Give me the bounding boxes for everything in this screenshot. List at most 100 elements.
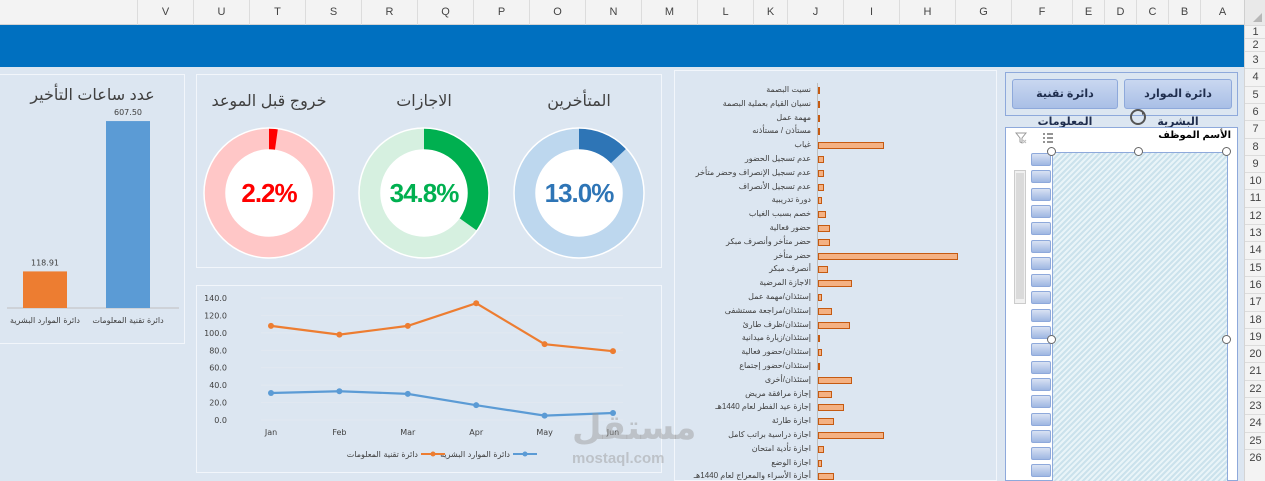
select-all-corner[interactable] xyxy=(1244,0,1265,25)
column-header[interactable]: E xyxy=(1072,0,1104,25)
employee-slicer-item[interactable] xyxy=(1031,308,1051,322)
row-header[interactable]: 4 xyxy=(1245,68,1265,85)
resize-handle[interactable] xyxy=(1047,147,1056,156)
column-header[interactable]: D xyxy=(1104,0,1136,25)
row-header[interactable]: 13 xyxy=(1245,224,1265,241)
row-header[interactable]: 6 xyxy=(1245,102,1265,120)
employee-slicer-item[interactable] xyxy=(1031,412,1051,426)
column-header[interactable]: L xyxy=(697,0,753,25)
column-header[interactable]: M xyxy=(641,0,697,25)
employee-slicer-item[interactable] xyxy=(1031,447,1051,461)
reasons-axis-line xyxy=(817,83,818,480)
column-header[interactable]: H xyxy=(899,0,955,25)
donut-outline xyxy=(358,127,490,259)
row-header[interactable]: 18 xyxy=(1245,310,1265,328)
column-header[interactable]: J xyxy=(787,0,843,25)
reason-label: حضر متأخر xyxy=(773,250,811,260)
employee-slicer-item[interactable] xyxy=(1031,291,1051,305)
reason-label: إستئذان/زيارة ميدانية xyxy=(741,333,811,343)
employee-slicer-item[interactable] xyxy=(1031,343,1051,357)
x-tick-label: Feb xyxy=(332,428,346,437)
resize-handle[interactable] xyxy=(1047,335,1056,344)
donut-chart xyxy=(513,127,645,259)
column-header[interactable]: G xyxy=(955,0,1011,25)
column-header[interactable]: T xyxy=(249,0,305,25)
row-header[interactable]: 26 xyxy=(1245,448,1265,466)
reason-bar xyxy=(818,363,820,370)
employee-slicer-item[interactable] xyxy=(1031,222,1051,236)
employee-slicer-item[interactable] xyxy=(1031,153,1051,166)
employee-slicer-item[interactable] xyxy=(1031,326,1051,339)
employee-slicer-item[interactable] xyxy=(1031,274,1051,288)
reason-bar xyxy=(818,128,820,136)
reason-label: اجازة تأدية امتحان xyxy=(751,443,811,453)
row-header[interactable]: 5 xyxy=(1245,85,1265,103)
column-header[interactable]: V xyxy=(137,0,193,25)
employee-slicer-item[interactable] xyxy=(1031,239,1051,253)
employee-slicer-item[interactable] xyxy=(1031,187,1051,201)
column-header[interactable]: Q xyxy=(417,0,473,25)
employee-slicer-item[interactable] xyxy=(1031,429,1051,443)
column-header[interactable]: S xyxy=(305,0,361,25)
column-header[interactable]: F xyxy=(1011,0,1072,25)
employee-slicer-item[interactable] xyxy=(1031,377,1051,391)
employee-slicer-item[interactable] xyxy=(1031,360,1051,374)
column-header[interactable]: I xyxy=(843,0,899,25)
employee-slicer-scrollbar[interactable] xyxy=(1014,170,1026,304)
employee-slicer-item[interactable] xyxy=(1031,204,1051,218)
resize-handle[interactable] xyxy=(1134,147,1143,156)
row-header[interactable]: 2 xyxy=(1245,38,1265,51)
delay-hours-chart: 607.50 دائرة تقنية المعلومات 118.91 دائرة ا… xyxy=(7,108,179,325)
reason-label: إجازة مرافقة مريض xyxy=(745,388,811,398)
row-header[interactable]: 16 xyxy=(1245,275,1265,293)
watermark-url: mostaql.com xyxy=(572,450,665,467)
row-header[interactable]: 23 xyxy=(1245,397,1265,414)
row-header[interactable]: 1 xyxy=(1245,25,1265,38)
reasons-panel: نسيت البصمة نسيان القيام بعملية البصمة مهم… xyxy=(674,70,997,481)
column-header[interactable]: B xyxy=(1168,0,1200,25)
reason-label: إستئذان/مهمة عمل xyxy=(748,292,811,301)
row-header[interactable]: 22 xyxy=(1245,379,1265,397)
column-header[interactable]: K xyxy=(753,0,787,25)
column-header[interactable]: O xyxy=(529,0,585,25)
column-header[interactable]: R xyxy=(361,0,417,25)
row-header[interactable]: 9 xyxy=(1245,154,1265,172)
column-header[interactable]: C xyxy=(1136,0,1168,25)
row-header[interactable]: 17 xyxy=(1245,293,1265,310)
row-header[interactable]: 25 xyxy=(1245,431,1265,449)
employee-slicer-item[interactable] xyxy=(1031,464,1051,478)
rotate-handle-icon[interactable] xyxy=(1128,107,1148,127)
row-header[interactable]: 7 xyxy=(1245,120,1265,137)
column-header[interactable]: P xyxy=(473,0,529,25)
row-header[interactable]: 15 xyxy=(1245,258,1265,276)
slicer-item-hr[interactable]: دائرة الموارد البشرية xyxy=(1124,79,1232,128)
row-header[interactable]: 14 xyxy=(1245,241,1265,258)
employee-list-area[interactable] xyxy=(1052,152,1228,481)
scrollbar-thumb[interactable] xyxy=(1016,173,1024,299)
slicer-item-it[interactable]: دائرة تقنية المعلومات xyxy=(1012,79,1118,128)
reason-bar xyxy=(818,266,828,274)
monthly-line-chart: 0.0 20.0 40.0 60.0 80.0 100.0 120.0 140.0 Jan Feb… xyxy=(204,294,623,459)
employee-slicer-item[interactable] xyxy=(1031,395,1051,409)
row-header[interactable]: 19 xyxy=(1245,327,1265,345)
row-header[interactable]: 12 xyxy=(1245,206,1265,224)
row-header[interactable]: 11 xyxy=(1245,189,1265,206)
column-header[interactable]: N xyxy=(585,0,641,25)
employee-slicer-item[interactable] xyxy=(1031,256,1051,270)
reason-bar xyxy=(818,211,826,219)
reason-bar xyxy=(818,280,852,288)
row-header[interactable]: 24 xyxy=(1245,414,1265,431)
clear-filter-icon[interactable] xyxy=(1014,131,1028,144)
column-header[interactable]: U xyxy=(193,0,249,25)
multi-select-icon[interactable] xyxy=(1042,131,1054,143)
donut-chart xyxy=(203,127,335,259)
row-header[interactable]: 3 xyxy=(1245,51,1265,68)
resize-handle[interactable] xyxy=(1222,147,1231,156)
resize-handle[interactable] xyxy=(1222,335,1231,344)
row-header[interactable]: 20 xyxy=(1245,345,1265,362)
row-header[interactable]: 8 xyxy=(1245,137,1265,155)
row-header[interactable]: 21 xyxy=(1245,362,1265,379)
employee-slicer-item[interactable] xyxy=(1031,170,1051,184)
row-header[interactable]: 10 xyxy=(1245,172,1265,189)
column-header[interactable]: A xyxy=(1200,0,1244,25)
